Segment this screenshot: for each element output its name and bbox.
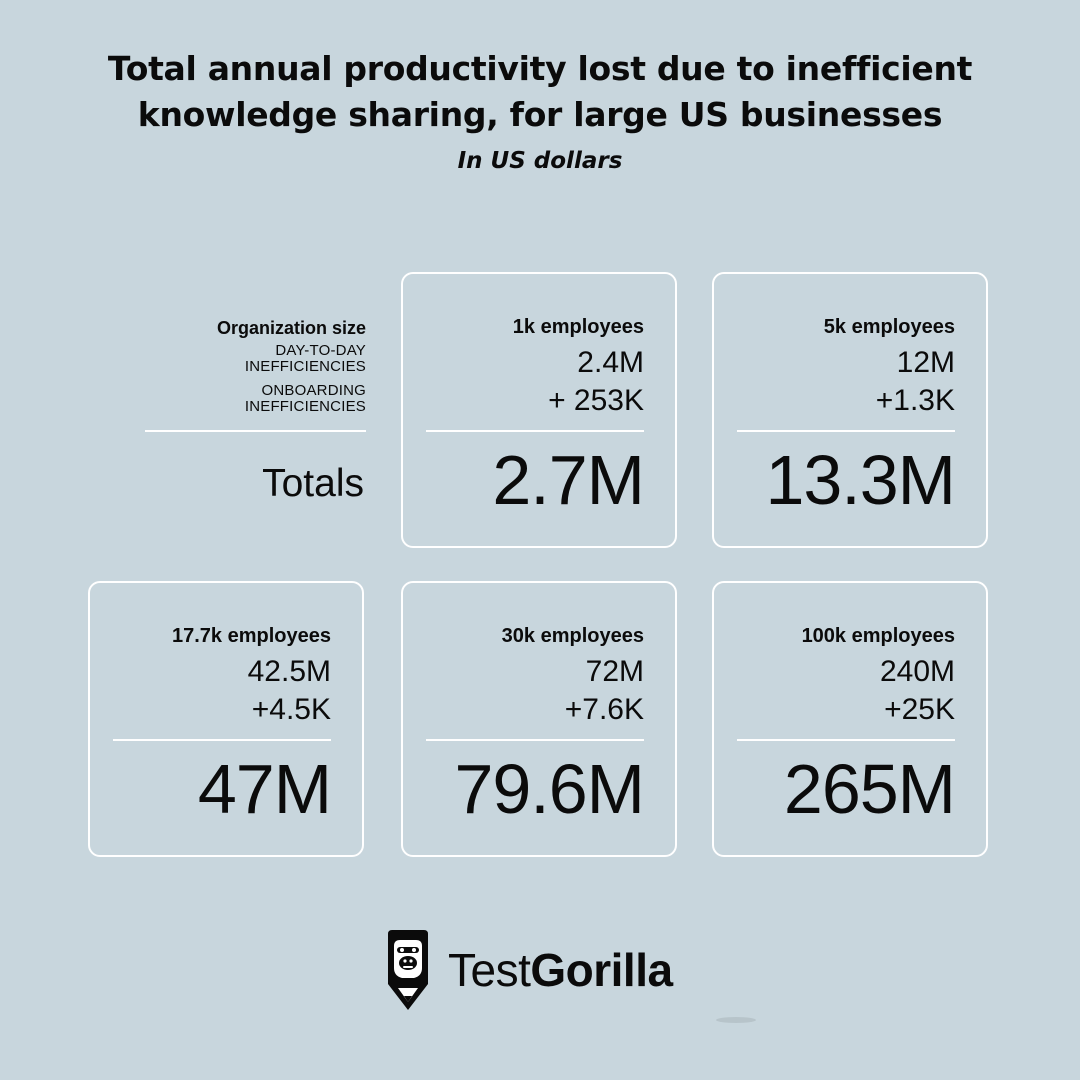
logo-wordmark: TestGorilla — [448, 943, 673, 997]
card-divider — [426, 430, 644, 432]
card-size: 1k employees — [512, 316, 644, 338]
card-divider — [737, 430, 955, 432]
card-100k-employees: 100k employees 240M +25K 265M — [712, 581, 988, 857]
day-to-day-label-line-1: DAY-TO-DAY — [275, 342, 366, 359]
card-divider — [113, 739, 331, 741]
total-value: 47M — [197, 750, 332, 828]
total-value: 265M — [783, 750, 956, 828]
title-line-1: Total annual productivity lost due to in… — [107, 49, 973, 88]
legend-divider — [145, 430, 366, 432]
totals-label: Totals — [262, 462, 364, 505]
testgorilla-logo: TestGorilla — [384, 928, 673, 1012]
total-value: 79.6M — [454, 750, 645, 828]
total-value: 13.3M — [765, 441, 956, 519]
row-legend: Organization size DAY-TO-DAY INEFFICIENC… — [145, 316, 366, 506]
card-30k-employees: 30k employees 72M +7.6K 79.6M — [401, 581, 677, 857]
onboarding-value: + 253K — [548, 384, 644, 417]
total-value: 2.7M — [492, 441, 645, 519]
day-to-day-label: DAY-TO-DAY INEFFICIENCIES — [145, 343, 366, 375]
logo-word-regular: Test — [448, 944, 531, 996]
subtitle: In US dollars — [457, 148, 623, 174]
page-title: Total annual productivity lost due to in… — [0, 46, 1080, 138]
decorative-shadow — [716, 1017, 756, 1023]
day-to-day-value: 240M — [879, 655, 955, 688]
card-divider — [737, 739, 955, 741]
day-to-day-value: 72M — [585, 655, 644, 688]
title-line-2: knowledge sharing, for large US business… — [137, 95, 943, 134]
onboarding-value: +7.6K — [564, 693, 644, 726]
card-size: 5k employees — [823, 316, 955, 338]
onboarding-value: +4.5K — [251, 693, 331, 726]
day-to-day-value: 2.4M — [577, 346, 644, 379]
logo-word-bold: Gorilla — [530, 944, 673, 996]
gorilla-pencil-icon — [388, 930, 428, 1010]
onboarding-label-line-2: INEFFICIENCIES — [244, 398, 366, 415]
onboarding-value: +25K — [884, 693, 955, 726]
onboarding-label: ONBOARDING INEFFICIENCIES — [145, 383, 366, 415]
day-to-day-label-line-2: INEFFICIENCIES — [244, 358, 366, 375]
onboarding-label-line-1: ONBOARDING — [261, 382, 366, 399]
onboarding-value: +1.3K — [875, 384, 955, 417]
card-size: 17.7k employees — [172, 625, 331, 647]
organization-size-label: Organization size — [216, 318, 366, 338]
card-size: 30k employees — [501, 625, 644, 647]
card-divider — [426, 739, 644, 741]
card-size: 100k employees — [801, 625, 955, 647]
card-1k-employees: 1k employees 2.4M + 253K 2.7M — [401, 272, 677, 548]
day-to-day-value: 12M — [896, 346, 955, 379]
card-17-7k-employees: 17.7k employees 42.5M +4.5K 47M — [88, 581, 364, 857]
card-5k-employees: 5k employees 12M +1.3K 13.3M — [712, 272, 988, 548]
day-to-day-value: 42.5M — [247, 655, 331, 688]
